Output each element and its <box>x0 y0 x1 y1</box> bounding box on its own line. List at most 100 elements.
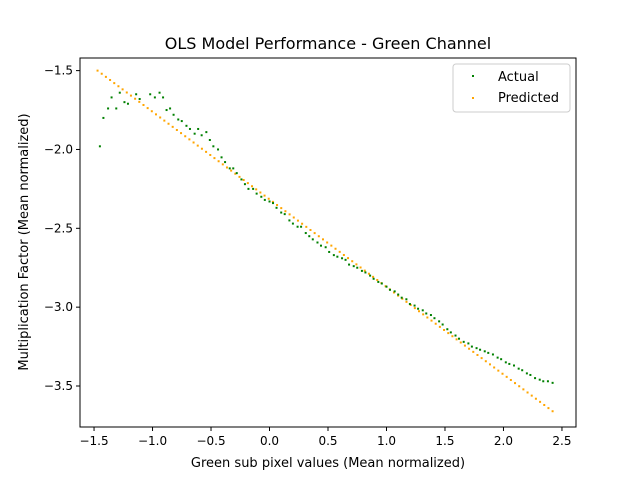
predicted-point <box>459 341 462 344</box>
predicted-point <box>205 150 208 153</box>
predicted-point <box>392 291 395 294</box>
predicted-point <box>225 166 228 169</box>
predicted-point <box>184 135 187 138</box>
actual-point <box>283 213 286 216</box>
actual-point <box>235 172 238 175</box>
predicted-point <box>422 313 425 316</box>
x-tick-label: 0.5 <box>318 434 337 448</box>
predicted-point <box>192 141 195 144</box>
actual-point <box>389 288 391 291</box>
actual-point <box>446 328 449 331</box>
predicted-point <box>121 88 124 91</box>
predicted-point <box>326 241 329 244</box>
predicted-point <box>276 203 279 206</box>
predicted-point <box>154 113 157 116</box>
actual-point <box>504 361 507 364</box>
predicted-point <box>213 157 216 160</box>
actual-point <box>521 369 524 372</box>
actual-point <box>487 351 490 354</box>
predicted-point <box>413 307 416 310</box>
actual-point <box>158 91 161 94</box>
actual-point <box>385 285 388 288</box>
predicted-point <box>534 397 537 400</box>
predicted-point <box>200 147 203 150</box>
actual-point <box>316 241 319 244</box>
actual-point <box>123 101 126 104</box>
predicted-point <box>301 222 304 225</box>
actual-point <box>255 192 258 195</box>
y-axis: −1.5 −2.0 −2.5 −3.0 −3.5 <box>44 64 80 393</box>
actual-point <box>364 271 367 274</box>
predicted-point <box>163 119 166 122</box>
predicted-point <box>468 347 471 350</box>
predicted-point <box>317 235 320 238</box>
predicted-point <box>547 407 550 410</box>
actual-point <box>352 265 355 268</box>
actual-point <box>332 254 335 257</box>
predicted-point <box>434 322 437 325</box>
x-axis-label: Green sub pixel values (Mean normalized) <box>191 456 465 471</box>
predicted-point <box>351 260 354 263</box>
actual-point <box>308 235 311 238</box>
predicted-point <box>359 266 362 269</box>
x-tick-label: −1.0 <box>138 434 167 448</box>
predicted-point <box>530 394 533 397</box>
predicted-point <box>109 78 112 81</box>
actual-point <box>291 222 294 225</box>
actual-point <box>438 320 441 323</box>
predicted-point <box>259 191 262 194</box>
chart-title: OLS Model Performance - Green Channel <box>165 34 491 53</box>
actual-point <box>508 362 511 365</box>
actual-point <box>525 372 528 375</box>
x-tick-label: 1.0 <box>377 434 396 448</box>
actual-point <box>348 263 351 266</box>
actual-point <box>513 364 515 367</box>
predicted-point <box>251 185 254 188</box>
predicted-point <box>221 163 224 166</box>
actual-point <box>252 187 255 190</box>
predicted-point <box>138 100 141 103</box>
predicted-point <box>518 385 521 388</box>
actual-point <box>135 93 138 96</box>
predicted-point <box>509 378 512 381</box>
predicted-point <box>255 188 258 191</box>
predicted-point <box>543 403 546 406</box>
predicted-point <box>418 310 421 313</box>
predicted-point <box>551 410 554 413</box>
actual-point <box>360 269 363 272</box>
y-tick-label: −3.0 <box>44 300 73 314</box>
actual-point <box>162 96 165 99</box>
predicted-point <box>330 244 333 247</box>
predicted-point <box>175 128 178 131</box>
actual-point <box>413 304 416 307</box>
predicted-point <box>196 144 199 147</box>
actual-point <box>538 378 541 381</box>
actual-point <box>551 381 554 384</box>
actual-point <box>449 331 452 334</box>
predicted-point <box>309 228 312 231</box>
predicted-point <box>150 110 153 113</box>
y-axis-label: Multiplication Factor (Mean normalized) <box>17 113 32 370</box>
actual-point <box>496 356 499 359</box>
predicted-point <box>96 69 99 72</box>
predicted-point <box>134 97 137 100</box>
actual-point <box>208 139 211 141</box>
actual-point <box>491 353 494 356</box>
predicted-point <box>292 216 295 219</box>
predicted-point <box>514 382 517 385</box>
predicted-point <box>142 103 145 106</box>
y-tick-label: −3.5 <box>44 379 73 393</box>
actual-point <box>165 109 168 112</box>
predicted-point <box>505 375 508 378</box>
y-tick-label: −1.5 <box>44 64 73 78</box>
actual-point <box>324 246 327 249</box>
predicted-point <box>167 122 170 125</box>
predicted-point <box>280 207 283 210</box>
actual-point <box>372 277 375 280</box>
actual-point <box>479 348 482 351</box>
legend-label-predicted: Predicted <box>498 91 559 106</box>
predicted-point <box>484 360 487 363</box>
predicted-point <box>146 107 149 110</box>
predicted-point <box>188 138 191 141</box>
